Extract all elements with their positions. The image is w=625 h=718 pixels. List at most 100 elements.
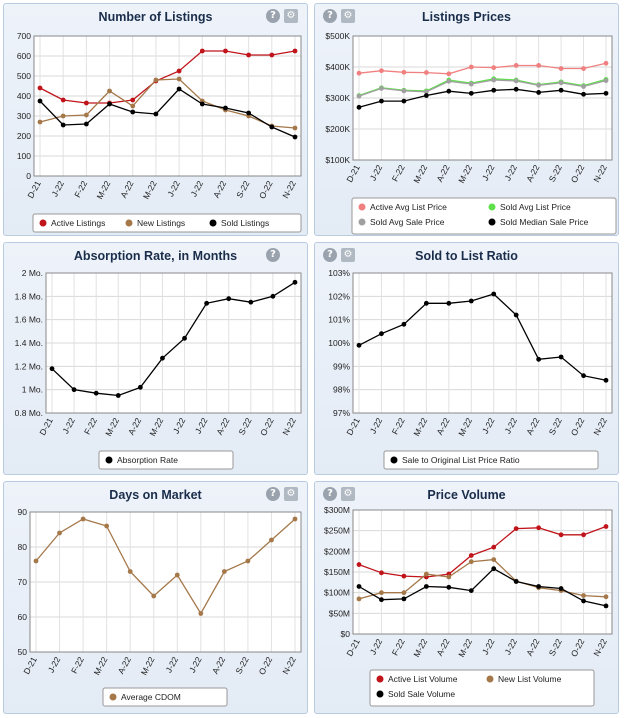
data-point[interactable] xyxy=(379,85,384,91)
data-point[interactable] xyxy=(176,76,182,82)
data-point[interactable] xyxy=(379,570,384,576)
data-point[interactable] xyxy=(513,579,519,584)
data-point[interactable] xyxy=(491,65,497,71)
data-point[interactable] xyxy=(223,48,228,54)
data-point[interactable] xyxy=(401,88,407,94)
data-point[interactable] xyxy=(37,119,43,125)
data-point[interactable] xyxy=(60,97,66,103)
data-point[interactable] xyxy=(401,69,407,75)
data-point[interactable] xyxy=(83,100,89,106)
data-point[interactable] xyxy=(446,88,452,94)
help-icon[interactable]: ? xyxy=(266,487,280,501)
data-point[interactable] xyxy=(33,558,39,564)
data-point[interactable] xyxy=(401,98,407,104)
data-point[interactable] xyxy=(246,110,252,116)
settings-icon[interactable]: ⚙ xyxy=(284,487,298,501)
data-point[interactable] xyxy=(513,526,519,531)
data-point[interactable] xyxy=(37,85,43,91)
data-point[interactable] xyxy=(356,70,362,76)
data-point[interactable] xyxy=(491,557,497,562)
help-icon[interactable]: ? xyxy=(323,9,337,23)
data-point[interactable] xyxy=(115,393,121,398)
data-point[interactable] xyxy=(245,558,251,564)
data-point[interactable] xyxy=(603,78,609,84)
data-point[interactable] xyxy=(248,299,254,305)
data-point[interactable] xyxy=(513,63,519,68)
data-point[interactable] xyxy=(581,532,586,538)
data-point[interactable] xyxy=(292,134,298,140)
data-point[interactable] xyxy=(513,86,519,92)
data-point[interactable] xyxy=(401,321,407,327)
data-point[interactable] xyxy=(176,86,182,92)
data-point[interactable] xyxy=(93,390,99,396)
data-point[interactable] xyxy=(536,63,542,68)
data-point[interactable] xyxy=(379,597,384,603)
data-point[interactable] xyxy=(423,93,429,98)
data-point[interactable] xyxy=(536,356,542,362)
data-point[interactable] xyxy=(558,354,564,360)
data-point[interactable] xyxy=(107,88,112,94)
data-point[interactable] xyxy=(513,78,519,84)
data-point[interactable] xyxy=(468,559,474,565)
data-point[interactable] xyxy=(468,81,474,87)
data-point[interactable] xyxy=(603,603,609,609)
data-point[interactable] xyxy=(292,279,298,285)
data-point[interactable] xyxy=(160,355,165,361)
legend-label[interactable]: Sale to Original List Price Ratio xyxy=(402,455,520,465)
data-point[interactable] xyxy=(37,98,43,104)
data-point[interactable] xyxy=(57,530,62,536)
data-point[interactable] xyxy=(137,384,143,390)
data-point[interactable] xyxy=(60,122,66,128)
legend-label[interactable]: Absorption Rate xyxy=(117,455,178,465)
data-point[interactable] xyxy=(603,377,609,383)
data-point[interactable] xyxy=(49,366,55,372)
data-point[interactable] xyxy=(83,112,89,118)
data-point[interactable] xyxy=(423,584,429,589)
legend-label[interactable]: Sold Avg Sale Price xyxy=(370,217,445,227)
data-point[interactable] xyxy=(513,312,519,318)
data-point[interactable] xyxy=(468,553,474,558)
legend-label[interactable]: Average CDOM xyxy=(121,692,181,702)
data-point[interactable] xyxy=(107,101,112,107)
data-point[interactable] xyxy=(127,569,133,574)
data-point[interactable] xyxy=(581,84,586,89)
data-point[interactable] xyxy=(446,78,452,84)
data-point[interactable] xyxy=(581,91,586,97)
data-point[interactable] xyxy=(491,544,497,550)
data-point[interactable] xyxy=(401,596,407,602)
data-point[interactable] xyxy=(491,87,497,93)
data-point[interactable] xyxy=(292,125,298,131)
data-point[interactable] xyxy=(468,298,474,304)
data-point[interactable] xyxy=(446,574,452,580)
data-point[interactable] xyxy=(182,335,187,341)
data-point[interactable] xyxy=(204,300,210,306)
data-point[interactable] xyxy=(558,80,564,86)
legend-label[interactable]: Sold Listings xyxy=(221,218,269,228)
data-point[interactable] xyxy=(581,373,586,379)
settings-icon[interactable]: ⚙ xyxy=(341,487,355,501)
data-point[interactable] xyxy=(468,90,474,96)
data-point[interactable] xyxy=(104,523,110,529)
data-point[interactable] xyxy=(176,68,182,74)
data-point[interactable] xyxy=(356,584,362,589)
data-point[interactable] xyxy=(581,593,586,598)
legend-label[interactable]: Sold Avg List Price xyxy=(500,202,571,212)
data-point[interactable] xyxy=(603,594,609,600)
data-point[interactable] xyxy=(221,569,227,574)
data-point[interactable] xyxy=(153,77,159,83)
data-point[interactable] xyxy=(130,109,136,115)
settings-icon[interactable]: ⚙ xyxy=(341,248,355,262)
data-point[interactable] xyxy=(292,48,298,54)
data-point[interactable] xyxy=(423,89,429,95)
data-point[interactable] xyxy=(423,300,429,306)
data-point[interactable] xyxy=(536,525,542,531)
data-point[interactable] xyxy=(401,590,407,596)
data-point[interactable] xyxy=(60,113,66,119)
data-point[interactable] xyxy=(558,87,564,93)
help-icon[interactable]: ? xyxy=(266,248,280,262)
settings-icon[interactable]: ⚙ xyxy=(341,9,355,23)
data-point[interactable] xyxy=(246,52,252,58)
data-point[interactable] xyxy=(536,90,542,95)
data-point[interactable] xyxy=(356,342,362,348)
data-point[interactable] xyxy=(270,293,276,299)
